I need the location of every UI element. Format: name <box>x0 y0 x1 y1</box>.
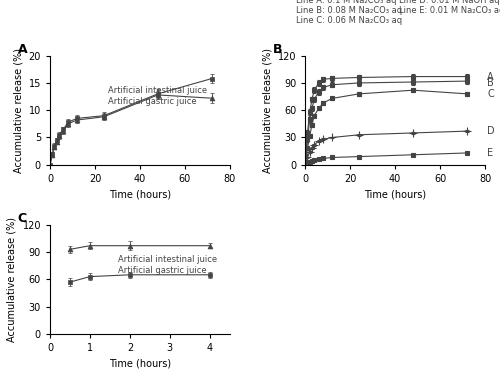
Y-axis label: Accumulative release (%): Accumulative release (%) <box>7 217 17 342</box>
X-axis label: Time (hours): Time (hours) <box>109 189 171 199</box>
Text: C: C <box>18 212 27 225</box>
Text: Artificial intestinal juice
Artificial gastric juice: Artificial intestinal juice Artificial g… <box>118 255 218 275</box>
Text: B: B <box>487 78 494 88</box>
X-axis label: Time (hours): Time (hours) <box>364 189 426 199</box>
Text: Artificial intestinal juice
Artificial gastric juice: Artificial intestinal juice Artificial g… <box>108 86 206 106</box>
Text: D: D <box>487 126 495 136</box>
Text: A: A <box>487 72 494 82</box>
Text: A: A <box>18 43 28 56</box>
Text: E: E <box>487 148 494 158</box>
Text: Line A: 0.1 M Na₂CO₃ aq
Line B: 0.08 M Na₂CO₃ aq
Line C: 0.06 M Na₂CO₃ aq: Line A: 0.1 M Na₂CO₃ aq Line B: 0.08 M N… <box>296 0 403 26</box>
Y-axis label: Accumulative release (%): Accumulative release (%) <box>13 48 23 173</box>
Text: C: C <box>487 89 494 99</box>
Text: B: B <box>273 43 282 56</box>
Y-axis label: Accumulative release (%): Accumulative release (%) <box>262 48 272 173</box>
Text: Line D: 0.01 M NaOH aq
Line E: 0.01 M Na₂CO₃ aq: Line D: 0.01 M NaOH aq Line E: 0.01 M Na… <box>398 0 500 15</box>
X-axis label: Time (hours): Time (hours) <box>109 358 171 368</box>
